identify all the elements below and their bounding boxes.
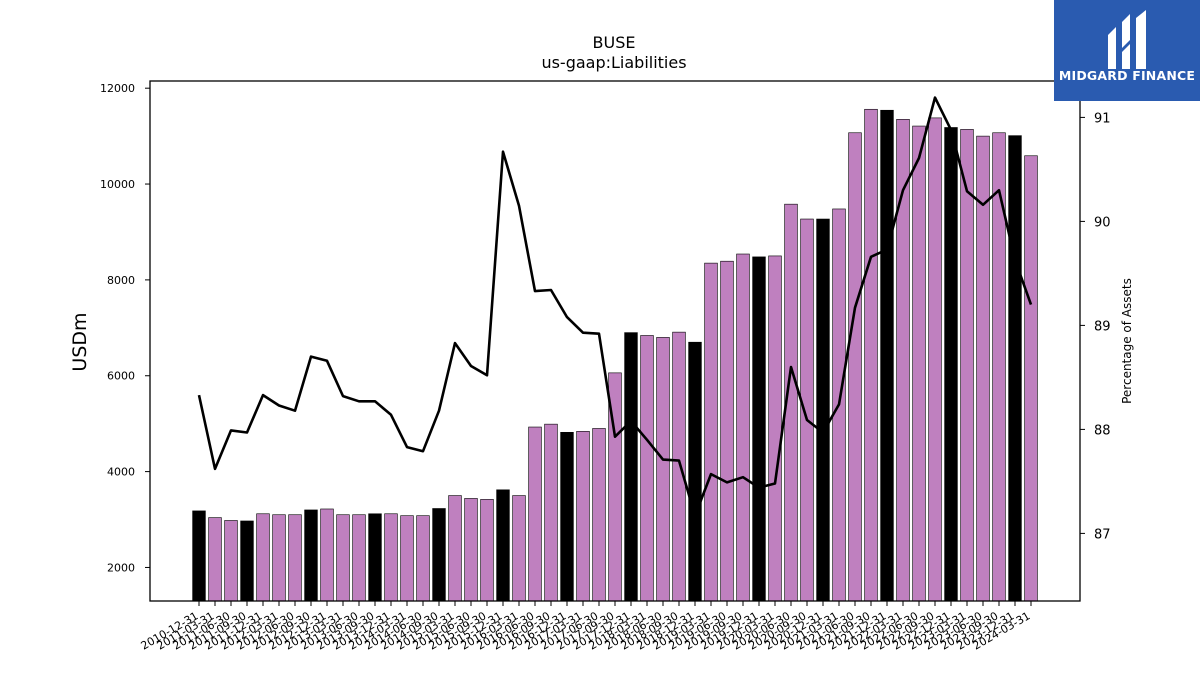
bar-2022-06-30 <box>928 117 942 602</box>
y2-axis-label: Percentage of Assets <box>1120 278 1134 404</box>
y-axis-label: USDm <box>69 312 91 371</box>
y-tick-label: 10000 <box>100 178 135 191</box>
y-tick-label: 12000 <box>100 82 135 95</box>
bar-2016-03-31 <box>528 426 542 602</box>
bar-2011-03-31 <box>208 517 222 602</box>
x-axis-ticks: 2010-12-312011-03-312011-06-302011-09-30… <box>139 601 1033 653</box>
bar-2011-06-30 <box>224 520 238 602</box>
y2-tick-label: 89 <box>1094 319 1111 334</box>
y2-axis-ticks: 87 88 89 90 91 <box>1080 111 1111 542</box>
bar-2016-09-30 <box>560 431 574 602</box>
bar-2016-06-30 <box>544 423 558 602</box>
percentage-line <box>197 96 1033 518</box>
bar-2012-09-30 <box>304 509 318 602</box>
bar-2014-12-31 <box>448 495 462 602</box>
logo-mark-icon <box>1108 10 1146 69</box>
bar-2022-09-30 <box>944 127 958 602</box>
y2-tick-label: 87 <box>1094 527 1111 542</box>
y-tick-label: 6000 <box>107 370 135 383</box>
logo: MIDGARD FINANCE <box>1054 0 1200 101</box>
bar-2015-03-31 <box>464 498 478 602</box>
bar-2016-12-31 <box>576 431 590 602</box>
bar-2013-03-31 <box>336 514 350 602</box>
bar-2013-06-30 <box>352 514 366 602</box>
bar-2013-09-30 <box>368 513 382 602</box>
bar-2021-03-31 <box>848 132 862 602</box>
bar-2023-09-30 <box>1008 135 1022 602</box>
bar-2018-12-31 <box>704 262 718 602</box>
bar-2010-12-31 <box>192 510 206 602</box>
chart-title: BUSE <box>593 33 636 52</box>
y-axis-ticks: 2000 4000 6000 8000 10000 12000 <box>100 82 150 574</box>
bar-2020-09-30 <box>816 218 830 602</box>
y2-tick-label: 90 <box>1094 215 1111 230</box>
bar-2012-12-31 <box>320 508 334 602</box>
y2-tick-label: 88 <box>1094 423 1111 438</box>
y-tick-label: 8000 <box>107 274 135 287</box>
bar-2012-03-31 <box>272 514 286 602</box>
bar-2022-03-31 <box>912 125 926 602</box>
bar-2019-12-31 <box>768 255 782 602</box>
bar-2020-06-30 <box>800 218 814 602</box>
bar-2023-12-31 <box>1024 155 1038 602</box>
bar-series <box>192 108 1038 602</box>
bar-2021-09-30 <box>880 109 894 602</box>
bar-2018-03-31 <box>656 337 670 602</box>
bar-2015-12-31 <box>512 495 526 602</box>
bar-2012-06-30 <box>288 514 302 602</box>
line-series <box>197 96 1033 518</box>
y-tick-label: 4000 <box>107 466 135 479</box>
bar-2014-06-30 <box>416 515 430 602</box>
bar-2018-06-30 <box>672 331 686 602</box>
bar-2022-12-31 <box>960 129 974 602</box>
y2-tick-label: 91 <box>1094 111 1111 126</box>
chart-subtitle: us-gaap:Liabilities <box>541 53 686 72</box>
bar-2019-09-30 <box>752 256 766 602</box>
bar-2021-06-30 <box>864 108 878 602</box>
bar-2017-09-30 <box>624 332 638 602</box>
bar-2017-12-31 <box>640 335 654 602</box>
bar-2014-09-30 <box>432 508 446 602</box>
bar-2014-03-31 <box>400 515 414 602</box>
bar-2017-03-31 <box>592 428 606 602</box>
bar-2018-09-30 <box>688 341 702 602</box>
bar-2019-06-30 <box>736 253 750 602</box>
bar-2013-12-31 <box>384 513 398 602</box>
y-tick-label: 2000 <box>107 561 135 574</box>
bar-2023-06-30 <box>992 132 1006 602</box>
bar-2015-06-30 <box>480 499 494 602</box>
bar-2011-09-30 <box>240 520 254 602</box>
logo-text: MIDGARD FINANCE <box>1058 68 1196 83</box>
bar-2019-03-31 <box>720 260 734 602</box>
bar-2015-09-30 <box>496 489 510 602</box>
bar-2011-12-31 <box>256 513 270 602</box>
